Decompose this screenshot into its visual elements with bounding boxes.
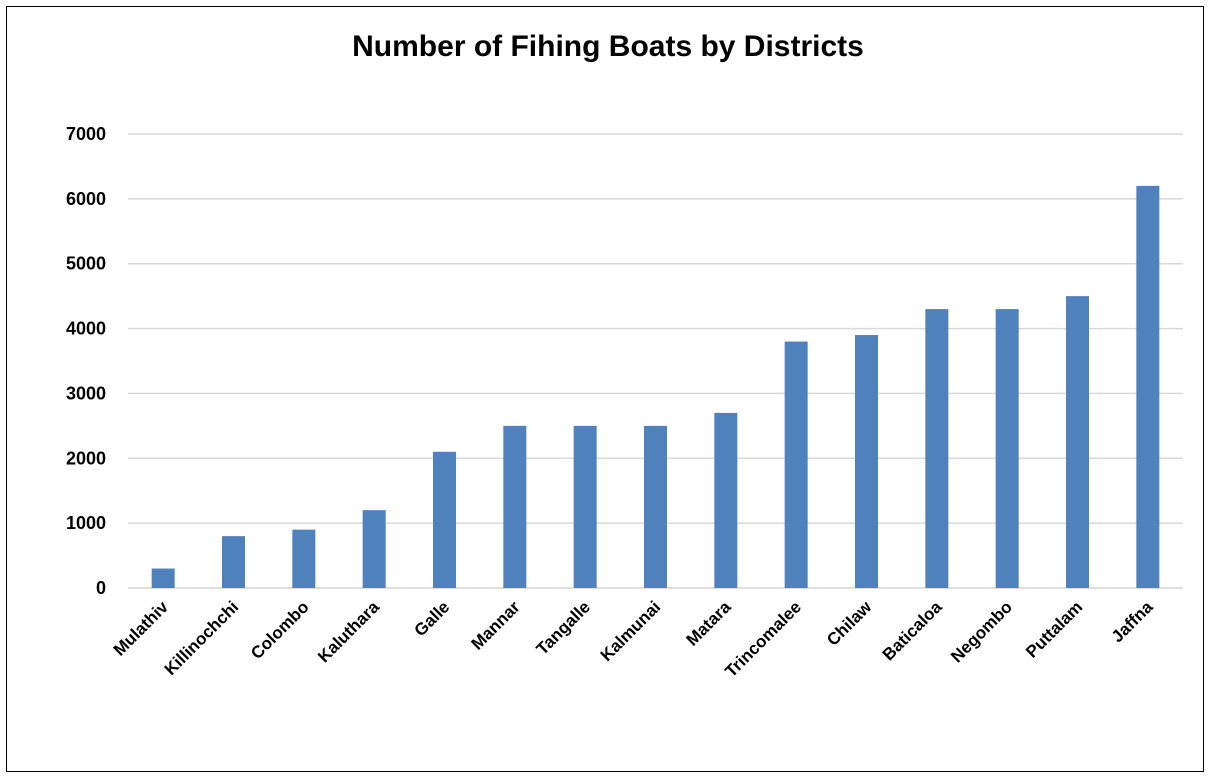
bar	[714, 412, 738, 588]
bar	[292, 529, 316, 588]
x-category-label: Kalmunai	[597, 597, 665, 665]
x-category-label: Baticaloa	[879, 597, 946, 664]
bar	[1136, 185, 1160, 588]
bar	[1066, 296, 1089, 588]
bar	[925, 309, 949, 588]
bar	[222, 536, 245, 588]
x-category-label: Killinochchi	[161, 597, 243, 679]
x-category-label: Jaffna	[1108, 597, 1157, 646]
x-category-label: Tangalle	[533, 597, 594, 658]
bars	[151, 185, 1160, 588]
bar	[855, 335, 878, 588]
y-tick-label: 2000	[66, 448, 106, 468]
y-tick-label: 7000	[66, 124, 106, 144]
x-category-label: Trincomalee	[721, 597, 805, 681]
bar	[362, 510, 386, 588]
y-tick-label: 0	[96, 578, 106, 598]
bar	[784, 341, 808, 588]
bar	[151, 568, 175, 588]
y-tick-label: 1000	[66, 513, 106, 533]
y-tick-label: 3000	[66, 383, 106, 403]
x-category-label: Negombo	[947, 597, 1016, 666]
bar	[433, 451, 456, 588]
x-category-label: Mannar	[467, 597, 523, 653]
y-axis-ticks: 0 1000 2000 3000 4000 5000 6000 7000	[66, 124, 106, 598]
bar	[573, 425, 597, 588]
bar	[995, 309, 1019, 588]
y-tick-label: 6000	[66, 189, 106, 209]
x-category-label: Colombo	[247, 597, 313, 663]
chart-title: Number of Fihing Boats by Districts	[352, 30, 864, 63]
x-category-label: Kaluthara	[314, 597, 383, 666]
x-category-label: Chilaw	[823, 597, 876, 650]
bar	[503, 425, 527, 588]
x-category-label: Galle	[410, 597, 453, 640]
y-tick-label: 4000	[66, 319, 106, 339]
bar	[644, 425, 667, 588]
x-category-label: Matara	[682, 597, 735, 650]
y-tick-label: 5000	[66, 254, 106, 274]
x-category-label: Puttalam	[1022, 597, 1086, 661]
x-category-label: Mulathiv	[110, 597, 173, 660]
